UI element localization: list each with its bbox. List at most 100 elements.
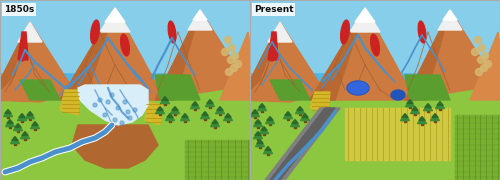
Bar	[164, 103, 166, 105]
Polygon shape	[60, 8, 115, 100]
Polygon shape	[310, 8, 415, 100]
Polygon shape	[155, 75, 200, 100]
Circle shape	[98, 98, 102, 102]
Bar	[0, 86, 250, 180]
Circle shape	[128, 116, 132, 120]
Polygon shape	[266, 117, 274, 124]
Ellipse shape	[348, 82, 368, 94]
Polygon shape	[4, 110, 13, 117]
Text: 1850s: 1850s	[4, 5, 34, 14]
Polygon shape	[240, 22, 280, 100]
Bar	[0, 0, 250, 72]
Polygon shape	[156, 107, 164, 114]
Polygon shape	[22, 132, 28, 135]
Circle shape	[234, 60, 242, 68]
Polygon shape	[0, 22, 30, 100]
Bar	[304, 120, 306, 122]
Polygon shape	[15, 124, 21, 127]
Circle shape	[228, 44, 235, 51]
Polygon shape	[200, 112, 209, 119]
Polygon shape	[355, 8, 375, 22]
Polygon shape	[170, 107, 179, 114]
Circle shape	[480, 64, 488, 71]
Polygon shape	[400, 114, 409, 121]
Polygon shape	[268, 32, 278, 60]
Polygon shape	[10, 137, 20, 144]
Circle shape	[476, 69, 482, 75]
Polygon shape	[302, 114, 308, 118]
Polygon shape	[250, 110, 260, 117]
Ellipse shape	[120, 34, 130, 56]
Polygon shape	[255, 120, 261, 123]
Circle shape	[224, 37, 232, 44]
Bar	[204, 118, 206, 120]
Polygon shape	[284, 112, 292, 119]
Polygon shape	[20, 132, 30, 139]
Polygon shape	[438, 10, 462, 30]
Ellipse shape	[270, 39, 276, 61]
Bar	[250, 86, 500, 180]
Circle shape	[120, 121, 124, 125]
Polygon shape	[425, 104, 431, 107]
Polygon shape	[240, 22, 325, 102]
Bar	[434, 120, 436, 122]
Bar	[250, 0, 500, 72]
Polygon shape	[254, 120, 262, 127]
Circle shape	[113, 118, 117, 122]
Polygon shape	[212, 120, 218, 123]
Circle shape	[472, 48, 478, 55]
Polygon shape	[5, 110, 11, 113]
Polygon shape	[193, 10, 207, 20]
Polygon shape	[406, 100, 414, 107]
Polygon shape	[436, 102, 444, 109]
Polygon shape	[145, 102, 162, 125]
Bar	[404, 120, 406, 122]
Polygon shape	[100, 8, 130, 32]
Polygon shape	[216, 107, 224, 114]
Polygon shape	[297, 107, 303, 111]
Polygon shape	[172, 107, 178, 111]
Polygon shape	[27, 112, 33, 115]
Ellipse shape	[418, 21, 426, 43]
Ellipse shape	[347, 81, 369, 95]
Ellipse shape	[370, 34, 380, 56]
Bar	[184, 120, 186, 122]
Polygon shape	[432, 114, 438, 118]
Polygon shape	[310, 92, 330, 112]
Polygon shape	[410, 107, 420, 114]
Polygon shape	[405, 10, 450, 100]
Circle shape	[474, 37, 482, 44]
Polygon shape	[105, 8, 125, 22]
Polygon shape	[18, 114, 26, 121]
Polygon shape	[270, 80, 310, 100]
Bar	[185, 140, 250, 180]
Polygon shape	[225, 114, 231, 118]
Circle shape	[226, 69, 232, 75]
Bar	[214, 126, 216, 128]
Polygon shape	[12, 137, 18, 140]
Polygon shape	[180, 114, 190, 121]
Ellipse shape	[90, 20, 100, 44]
Polygon shape	[32, 122, 38, 125]
Polygon shape	[430, 114, 440, 121]
Polygon shape	[254, 132, 262, 139]
Ellipse shape	[20, 39, 26, 61]
Ellipse shape	[340, 20, 349, 44]
Bar	[455, 115, 500, 180]
Ellipse shape	[391, 90, 405, 100]
Polygon shape	[310, 8, 365, 100]
Polygon shape	[300, 114, 310, 121]
Polygon shape	[182, 114, 188, 118]
Circle shape	[478, 57, 484, 64]
Polygon shape	[259, 104, 265, 107]
Circle shape	[232, 53, 238, 60]
Polygon shape	[26, 112, 35, 119]
Bar	[14, 143, 16, 145]
Polygon shape	[160, 97, 170, 104]
Polygon shape	[190, 102, 200, 109]
Polygon shape	[60, 90, 80, 115]
Polygon shape	[268, 22, 292, 42]
Polygon shape	[345, 108, 450, 160]
Polygon shape	[7, 120, 13, 123]
Polygon shape	[419, 117, 425, 120]
